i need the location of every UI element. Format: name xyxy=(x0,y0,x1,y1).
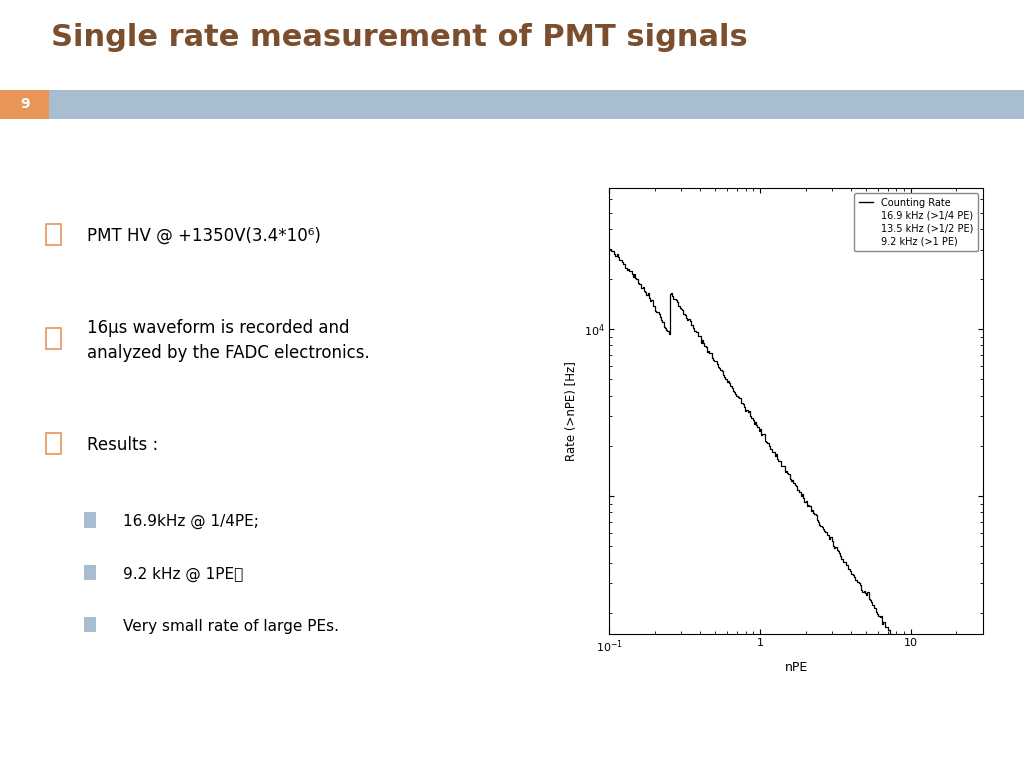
Text: Very small rate of large PEs.: Very small rate of large PEs. xyxy=(123,619,339,634)
Text: 16μs waveform is recorded and
analyzed by the FADC electronics.: 16μs waveform is recorded and analyzed b… xyxy=(87,319,370,362)
Text: PMT HV @ +1350V(3.4*10⁶): PMT HV @ +1350V(3.4*10⁶) xyxy=(87,227,321,245)
Bar xyxy=(46,223,61,245)
Legend: Counting Rate, 16.9 kHz (>1/4 PE), 13.5 kHz (>1/2 PE), 9.2 kHz (>1 PE): Counting Rate, 16.9 kHz (>1/4 PE), 13.5 … xyxy=(854,193,978,251)
Text: 9: 9 xyxy=(19,98,30,111)
Bar xyxy=(46,432,61,454)
Text: 9.2 kHz @ 1PE。: 9.2 kHz @ 1PE。 xyxy=(123,567,243,581)
Bar xyxy=(46,328,61,349)
Bar xyxy=(84,512,96,528)
Bar xyxy=(84,617,96,633)
X-axis label: nPE: nPE xyxy=(784,660,808,674)
Text: Single rate measurement of PMT signals: Single rate measurement of PMT signals xyxy=(51,23,748,52)
Text: 16.9kHz @ 1/4PE;: 16.9kHz @ 1/4PE; xyxy=(123,515,259,529)
Bar xyxy=(84,564,96,581)
Text: Results :: Results : xyxy=(87,436,159,454)
Y-axis label: Rate (>nPE) [Hz]: Rate (>nPE) [Hz] xyxy=(565,361,579,461)
